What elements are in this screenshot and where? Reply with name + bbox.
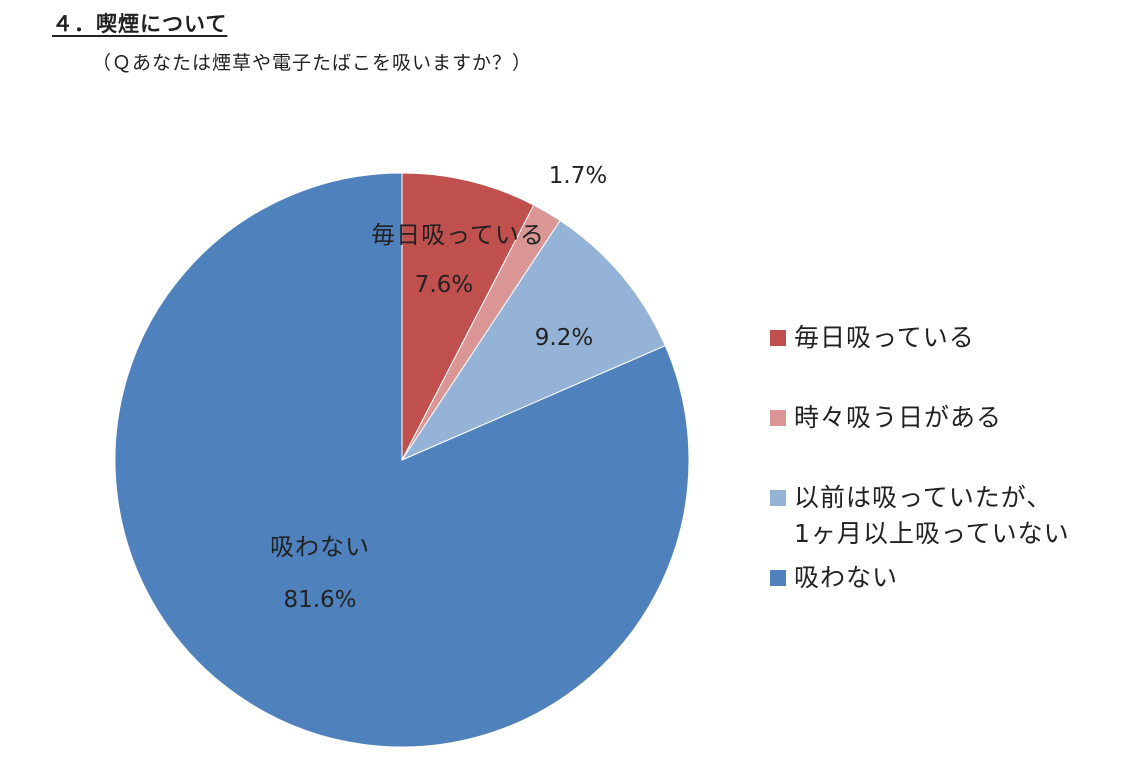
- slice-name-label: 毎日吸っている: [371, 221, 545, 249]
- pie-slice: [400, 219, 666, 462]
- legend-label: 以前は吸っていたが、 1ヶ月以上吸っていない: [794, 483, 1070, 548]
- legend-item: 以前は吸っていたが、 1ヶ月以上吸っていない: [770, 480, 1070, 552]
- slice-value-label: 81.6%: [283, 587, 356, 613]
- question-text: （Ｑあなたは煙草や電子たばこを吸いますか？）: [92, 52, 533, 74]
- pie-slice: [401, 172, 535, 461]
- slice-value-label: 9.2%: [535, 325, 593, 351]
- legend-swatch: [770, 570, 786, 586]
- slice-name-label: 吸わない: [270, 533, 370, 561]
- slice-value-label: 7.6%: [415, 272, 473, 298]
- section-heading: ４．喫煙について: [52, 12, 228, 36]
- legend-label: 吸わない: [794, 563, 899, 592]
- legend-item: 毎日吸っている: [770, 320, 975, 356]
- pie-slice: [114, 172, 690, 748]
- legend-swatch: [770, 410, 786, 426]
- legend-swatch: [770, 330, 786, 346]
- slice-value-label: 1.7%: [549, 163, 607, 189]
- pie-labels: 毎日吸っている 7.6% 1.7% 9.2% 吸わない 81.6%: [270, 163, 607, 613]
- legend-swatch: [770, 490, 786, 506]
- legend-item: 時々吸う日がある: [770, 400, 1002, 436]
- legend-label: 時々吸う日がある: [794, 403, 1003, 432]
- pie-slices: [114, 172, 690, 748]
- legend-label: 毎日吸っている: [794, 323, 975, 352]
- legend-item: 吸わない: [770, 560, 898, 596]
